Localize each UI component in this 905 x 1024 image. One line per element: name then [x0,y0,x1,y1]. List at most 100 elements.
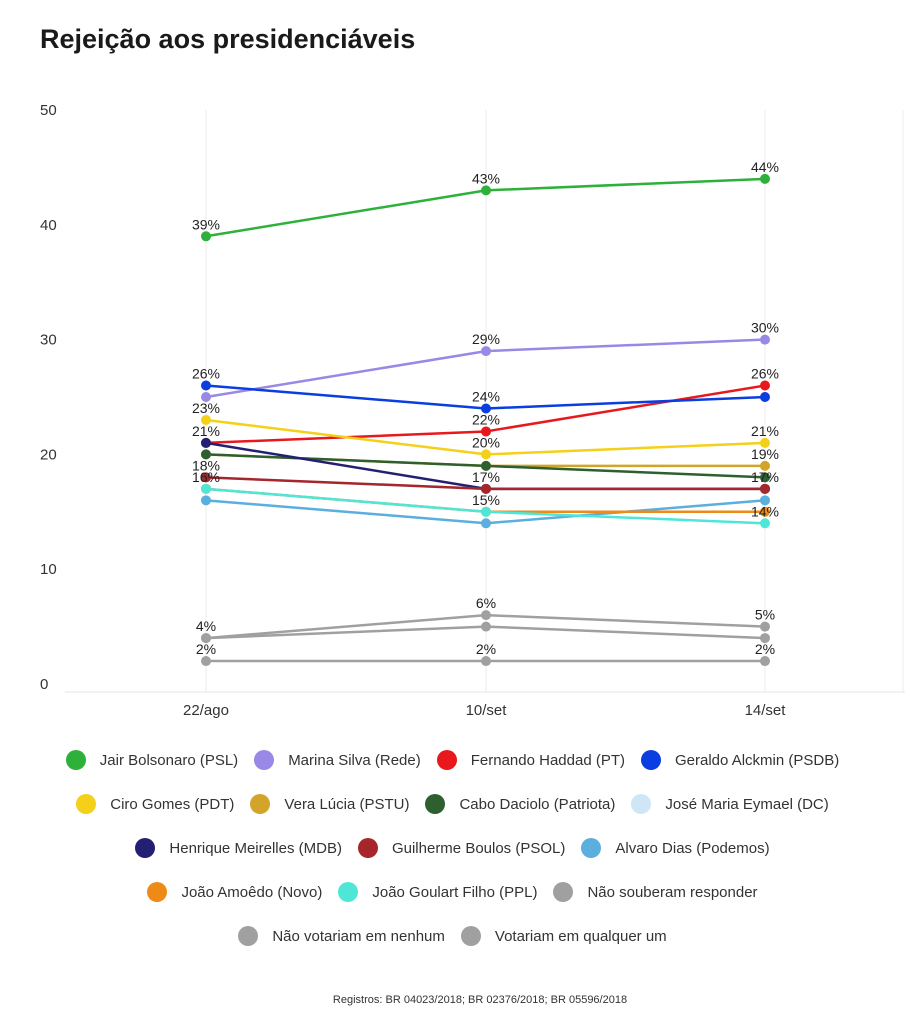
data-point [481,403,491,414]
legend-label: Marina Silva (Rede) [288,751,421,769]
y-tick-label: 20 [40,446,57,463]
data-point [201,380,211,391]
legend-label: João Goulart Filho (PPL) [372,883,538,901]
legend-label: Guilherme Boulos (PSOL) [391,839,566,857]
legend-swatch [581,838,602,858]
data-point [760,380,770,391]
legend-item: Cabo Daciolo (Patriota) [425,794,615,814]
data-point [481,483,491,494]
legend-item: Não votariam em nenhum [238,926,445,946]
line-chart: 39% 43% 44% 29% 30% 22% 26% 26% 24% 23% 20% 21% 19% 1… [40,102,905,719]
data-label: 39% [192,216,220,232]
data-point [760,437,770,448]
legend-item: Fernando Haddad (PT) [436,750,625,770]
legend-label: Geraldo Alckmin (PSDB) [674,751,840,769]
data-point [201,449,211,460]
data-label: 18% [192,457,220,473]
x-tick-label: 22/ago [183,702,229,719]
legend-label: Vera Lúcia (PSTU) [284,795,410,813]
legend-label: Jair Bolsonaro (PSL) [99,751,239,769]
data-point [201,231,211,242]
legend-label: Fernando Haddad (PT) [470,751,625,769]
data-point [481,449,491,460]
data-label: 19% [751,446,779,462]
data-label: 26% [751,366,779,382]
data-point [201,483,211,494]
y-tick-label: 10 [40,561,57,578]
data-point [760,495,770,506]
data-label: 6% [476,595,496,611]
data-label: 30% [751,320,779,336]
legend-swatch [357,838,378,858]
legend-swatch [425,794,446,814]
x-tick-label: 10/set [466,702,508,719]
data-point [201,495,211,506]
legend-swatch [65,750,86,770]
data-point [481,460,491,471]
data-point [201,414,211,425]
y-tick-label: 30 [40,332,57,349]
data-point [760,472,770,483]
data-label: 17% [472,469,500,485]
data-point [760,621,770,632]
data-label: 21% [751,423,779,439]
data-point [760,518,770,529]
data-point [201,656,211,667]
series-points [201,173,770,667]
data-point [481,621,491,632]
y-tick-label: 40 [40,217,57,234]
legend-label: Não votariam em nenhum [272,927,445,945]
legend-label: Não souberam responder [587,883,758,901]
footer-registros: Registros: BR 04023/2018; BR 02376/2018;… [332,994,628,1006]
data-point [201,392,211,402]
legend-label: Ciro Gomes (PDT) [110,795,235,813]
data-label: 26% [192,366,220,382]
data-point [481,610,491,621]
data-label: 16% [192,469,220,485]
data-point [481,185,491,196]
data-label: 4% [196,618,216,634]
legend-row: Jair Bolsonaro (PSL) Marina Silva (Rede) F… [0,738,905,782]
data-point [760,506,770,517]
axis-ticks: 0 10 20 30 40 50 22/ago 10/set 14/set [40,102,786,719]
legend-swatch [76,794,97,814]
legend-swatch [553,882,574,902]
data-point [760,483,770,494]
data-label: 2% [755,641,775,657]
data-point [481,518,491,529]
legend-item: João Goulart Filho (PPL) [338,882,537,902]
legend-item: Jair Bolsonaro (PSL) [65,750,239,770]
data-label: 23% [192,400,220,416]
data-label: 43% [472,170,500,186]
data-label: 21% [192,423,220,439]
data-label: 2% [196,641,216,657]
legend-swatch [238,926,259,946]
legend-row: Ciro Gomes (PDT) Vera Lúcia (PSTU) Cabo Da… [0,782,905,826]
data-point [760,460,770,471]
legend-swatch [147,882,168,902]
legend-item: Henrique Meirelles (MDB) [135,838,342,858]
legend-swatch [436,750,457,770]
data-point [481,506,491,517]
data-labels: 39% 43% 44% 29% 30% 22% 26% 26% 24% 23% 20% 21% 19% 1… [192,159,779,657]
legend-label: Henrique Meirelles (MDB) [169,839,342,857]
data-point [760,656,770,667]
x-tick-label: 14/set [745,702,787,719]
data-point [201,472,211,483]
data-label: 5% [755,607,775,623]
legend-label: José Maria Eymael (DC) [665,795,829,813]
legend-swatch [254,750,275,770]
legend-swatch [631,794,652,814]
data-point [760,633,770,644]
legend-item: Não souberam responder [553,882,758,902]
legend-label: João Amoêdo (Novo) [181,883,323,901]
legend-item: Vera Lúcia (PSTU) [250,794,409,814]
legend-item: Alvaro Dias (Podemos) [581,838,770,858]
legend-label: Votariam em qualquer um [494,927,667,945]
data-point [201,437,211,448]
data-label: 20% [472,434,500,450]
data-point [760,173,770,184]
data-label: 2% [476,641,496,657]
data-label: 29% [472,331,500,347]
legend-swatch [460,926,481,946]
